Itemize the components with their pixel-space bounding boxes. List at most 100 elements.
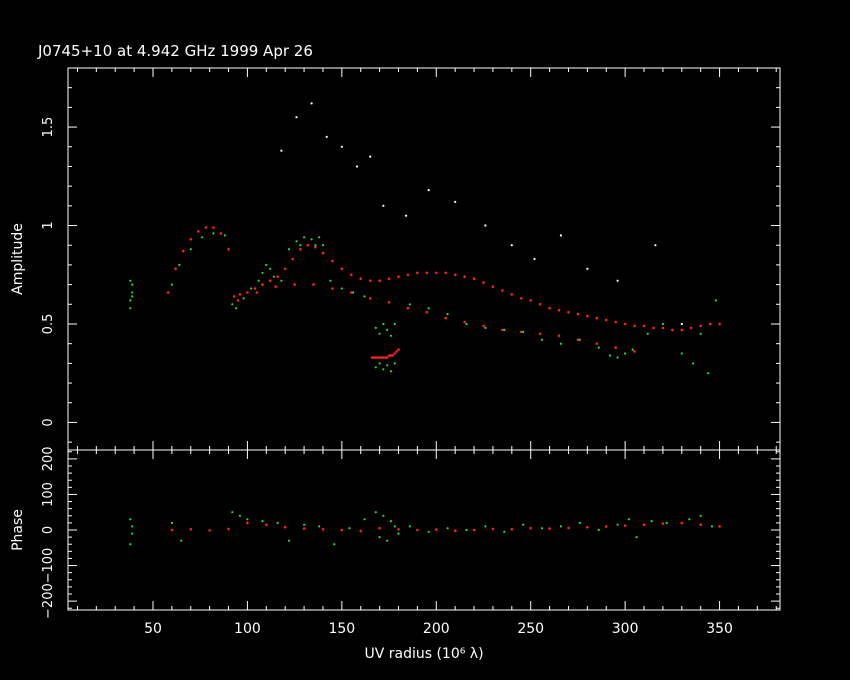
phase-model-point (623, 524, 627, 527)
amplitude-data-point (269, 267, 272, 270)
amplitude-model-point (501, 289, 504, 292)
amplitude-data-point (714, 299, 717, 302)
amplitude-model-point (378, 279, 381, 283)
phase-model-point (699, 523, 702, 526)
phase-data-point (650, 520, 653, 523)
amplitude-data-point (382, 368, 385, 371)
amplitude-model-point (614, 320, 617, 324)
amplitude-model-point (708, 322, 712, 326)
phase-data-point (363, 518, 366, 521)
amplitude-data-point (389, 334, 392, 337)
y-tick-label: −100 (41, 548, 56, 584)
phase-model-point (416, 528, 419, 532)
phase-panel: 50 100 150 200 250 300 350 −200−100 0 100 200 Phas… (10, 446, 781, 637)
amplitude-model-point (306, 243, 310, 247)
phase-data-point (688, 518, 691, 521)
amplitude-model-point (406, 273, 410, 277)
amplitude-data-point (578, 338, 581, 341)
amplitude-data-point (597, 346, 600, 349)
amplitude-data-point (212, 232, 215, 235)
amplitude-model-point (463, 275, 466, 279)
phase-data-point (597, 528, 600, 532)
amplitude-model-point (538, 303, 542, 306)
x-tick-label: 350 (706, 621, 733, 637)
amplitude-outliers-point (559, 234, 563, 237)
y-tick-label: 100 (41, 482, 56, 507)
amplitude-model-lower-point (595, 342, 599, 346)
amplitude-model-lower-point (614, 346, 617, 349)
amplitude-data-point (131, 291, 134, 294)
amplitude-data-point (378, 332, 381, 335)
amplitude-data-point (661, 322, 665, 326)
x-tick-label: 200 (423, 621, 450, 637)
amplitude-model-point (246, 291, 249, 294)
amplitude-data-point (707, 372, 710, 375)
amplitude-data-point (201, 236, 204, 239)
amplitude-model-lower-point (501, 328, 504, 332)
amplitude-data-point (231, 303, 234, 306)
amplitude-model-point (212, 226, 215, 229)
amplitude-model-point (435, 271, 438, 275)
phase-model-point (529, 526, 532, 530)
x-tick-label: 300 (612, 621, 639, 637)
x-axis-label: UV radius (10⁶ λ) (364, 646, 483, 662)
amplitude-model-point (633, 324, 636, 328)
amplitude-model-point (314, 245, 317, 249)
amplitude-model-cluster-point (391, 354, 395, 357)
amplitude-data-point (378, 362, 381, 365)
amplitude-data-point (129, 299, 132, 302)
amplitude-data-point (265, 263, 268, 266)
phase-model-point (661, 522, 665, 525)
amplitude-model-point (261, 283, 264, 286)
amplitude-data-point (389, 370, 392, 373)
phase-axis-label: Phase (10, 509, 26, 551)
amplitude-model-lower-point (482, 324, 485, 328)
phase-model-point (189, 528, 193, 531)
y-tick-label: 200 (41, 446, 56, 471)
amplitude-outliers-point (382, 204, 385, 207)
amplitude-model-lower-point (576, 338, 580, 342)
phase-model-point (435, 528, 438, 531)
phase-data-point (522, 523, 525, 526)
amplitude-outliers-point (654, 244, 657, 247)
amplitude-model-lower-point (444, 316, 448, 320)
phase-model-point (604, 525, 608, 528)
amplitude-data-point (129, 307, 132, 310)
amplitude-model-lower-point (406, 306, 410, 310)
y-tick-label: −200 (41, 583, 56, 619)
amplitude-model-lower-point (350, 291, 353, 294)
y-tick-label: 1.5 (41, 117, 56, 138)
phase-ticks: 50 100 150 200 250 300 350 −200−100 0 100 200 (41, 446, 780, 637)
amplitude-model-cluster-point (387, 354, 391, 357)
phase-model-point (359, 529, 363, 533)
phase-data-point (348, 527, 351, 530)
amplitude-model-point (397, 275, 400, 279)
amplitude-model-point (291, 257, 295, 261)
amplitude-model-lower-point (520, 330, 523, 334)
amplitude-points (129, 102, 721, 375)
phase-model-point (548, 527, 551, 530)
amplitude-data-point (386, 364, 389, 367)
amplitude-model-point (642, 324, 646, 328)
y-tick-label: 0.5 (41, 314, 56, 335)
phase-model-point (208, 529, 211, 532)
amplitude-model-cluster-point (374, 356, 378, 359)
phase-model-point (586, 525, 589, 529)
phase-model-point (302, 527, 306, 530)
phase-data-point (578, 521, 581, 525)
phase-data-point (710, 525, 714, 528)
amplitude-model-cluster-point (380, 356, 383, 359)
amplitude-model-point (368, 279, 372, 283)
amplitude-data-point (295, 240, 298, 243)
amplitude-outliers-point (533, 257, 536, 261)
amplitude-data-point (680, 352, 683, 355)
phase-data-point (635, 536, 638, 539)
amplitude-outliers-point (355, 165, 359, 168)
amplitude-data-point (393, 322, 396, 326)
amplitude-outliers-point (680, 322, 683, 326)
amplitude-model-point (174, 267, 177, 271)
amplitude-model-point (238, 293, 242, 296)
amplitude-model-lower-point (538, 332, 542, 336)
